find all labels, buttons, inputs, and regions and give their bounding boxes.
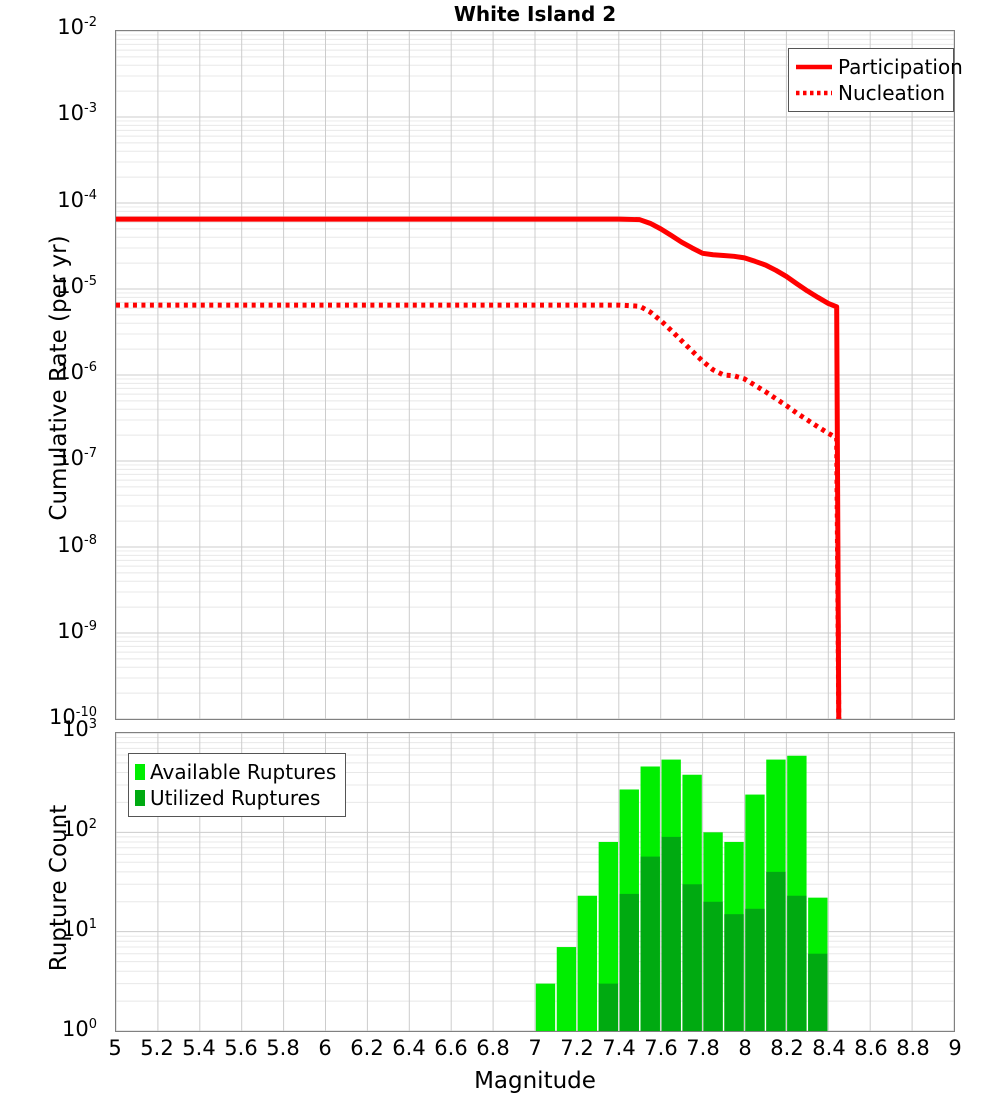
x-tick-label: 9 [948, 1036, 961, 1060]
utilized-color-swatch [135, 790, 145, 806]
top-plot-legend: Participation Nucleation [788, 48, 954, 112]
legend-label-utilized-ruptures: Utilized Ruptures [150, 786, 320, 810]
x-tick-label: 5.2 [140, 1036, 173, 1060]
x-tick-label: 6.4 [392, 1036, 425, 1060]
legend-item-nucleation: Nucleation [795, 80, 945, 106]
bottom-plot-y-axis-label: Rupture Count [46, 723, 72, 1053]
top-plot-curves [116, 31, 954, 719]
x-tick-label: 8.2 [770, 1036, 803, 1060]
x-tick-label: 8 [738, 1036, 751, 1060]
x-tick-label: 7.6 [644, 1036, 677, 1060]
x-tick-label: 7 [528, 1036, 541, 1060]
legend-item-utilized-ruptures: Utilized Ruptures [135, 785, 337, 811]
x-tick-label: 5.8 [266, 1036, 299, 1060]
available-color-swatch [135, 764, 145, 780]
x-tick-label: 5.6 [224, 1036, 257, 1060]
legend-label-participation: Participation [838, 55, 963, 79]
x-tick-label: 5.4 [182, 1036, 215, 1060]
x-tick-label: 8.6 [854, 1036, 887, 1060]
x-tick-label: 8.4 [812, 1036, 845, 1060]
x-tick-label: 7.8 [686, 1036, 719, 1060]
legend-item-available-ruptures: Available Ruptures [135, 759, 337, 785]
page-title: White Island 2 [115, 2, 955, 26]
x-tick-label: 6.6 [434, 1036, 467, 1060]
legend-label-nucleation: Nucleation [838, 81, 945, 105]
x-tick-label: 6.8 [476, 1036, 509, 1060]
x-tick-label: 7.2 [560, 1036, 593, 1060]
figure-root: White Island 2 10-210-310-410-510-610-71… [0, 0, 1000, 1100]
x-tick-label: 8.8 [896, 1036, 929, 1060]
x-tick-label: 7.4 [602, 1036, 635, 1060]
top-plot-y-axis-label: Cumulative Rate (per yr) [46, 58, 72, 698]
y-tick-label: 10-2 [57, 15, 97, 39]
x-axis-label: Magnitude [115, 1068, 955, 1094]
legend-label-available-ruptures: Available Ruptures [150, 760, 336, 784]
solid-line-icon [795, 57, 833, 77]
x-tick-label: 6 [318, 1036, 331, 1060]
cumulative-rate-plot [115, 30, 955, 720]
dotted-line-icon [795, 83, 833, 103]
legend-item-participation: Participation [795, 54, 945, 80]
bottom-plot-legend: Available Ruptures Utilized Ruptures [128, 753, 346, 817]
x-tick-label: 5 [108, 1036, 121, 1060]
x-tick-label: 6.2 [350, 1036, 383, 1060]
